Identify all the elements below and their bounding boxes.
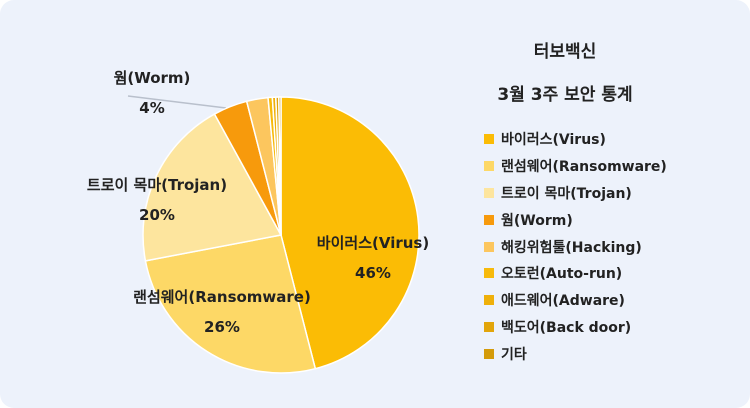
legend-item: 바이러스(Virus) — [484, 126, 667, 153]
chart-legend: 바이러스(Virus) 랜섬웨어(Ransomware) 트로이 목마(Trojan… — [484, 126, 667, 367]
legend-swatch — [484, 134, 494, 145]
legend-item: 오토런(Auto-run) — [484, 260, 667, 287]
pie-slice-랜섬웨어 — [144, 234, 317, 374]
legend-item: 기타 — [484, 340, 667, 367]
legend-label: 백도어(Back door) — [501, 319, 632, 336]
legend-label: 트로이 목마(Trojan) — [501, 185, 632, 202]
legend-swatch — [484, 187, 494, 198]
slice-percent-label: 26% — [204, 318, 240, 336]
legend-item: 애드웨어(Adware) — [484, 287, 667, 314]
legend-item: 해킹위험툴(Hacking) — [484, 233, 667, 260]
slice-percent-label: 20% — [139, 206, 175, 224]
slice-name-label: 웜(Worm) — [114, 69, 191, 87]
legend-swatch — [484, 268, 494, 279]
worm-leader-line — [127, 95, 227, 109]
legend-label: 바이러스(Virus) — [501, 132, 606, 149]
legend-swatch — [484, 348, 494, 359]
slice-percent-label: 46% — [355, 264, 391, 282]
legend-label: 해킹위험툴(Hacking) — [501, 239, 642, 256]
slice-name-label: 바이러스(Virus) — [317, 234, 429, 252]
slice-name-label: 트로이 목마(Trojan) — [87, 176, 227, 194]
legend-label: 오토런(Auto-run) — [501, 266, 623, 283]
legend-swatch — [484, 321, 494, 332]
legend-swatch — [484, 295, 494, 306]
pie-slice-기타 — [278, 96, 282, 236]
slice-percent-label: 4% — [139, 99, 164, 117]
legend-swatch — [484, 161, 494, 172]
legend-label: 랜섬웨어(Ransomware) — [501, 159, 667, 176]
legend-label: 웜(Worm) — [501, 212, 573, 229]
legend-swatch — [484, 241, 494, 252]
legend-item: 웜(Worm) — [484, 206, 667, 233]
legend-item: 트로이 목마(Trojan) — [484, 180, 667, 207]
legend-item: 랜섬웨어(Ransomware) — [484, 153, 667, 180]
legend-label: 애드웨어(Adware) — [501, 293, 625, 310]
legend-label: 기타 — [501, 346, 527, 363]
legend-item: 백도어(Back door) — [484, 314, 667, 341]
chart-title: 터보백신 — [533, 42, 597, 62]
slice-name-label: 랜섬웨어(Ransomware) — [133, 288, 311, 306]
legend-swatch — [484, 214, 494, 225]
pie-slice-바이러스 — [280, 96, 420, 370]
pie-slice-트로이 목마 — [142, 113, 283, 262]
chart-subtitle: 3월 3주 보안 통계 — [497, 85, 633, 105]
